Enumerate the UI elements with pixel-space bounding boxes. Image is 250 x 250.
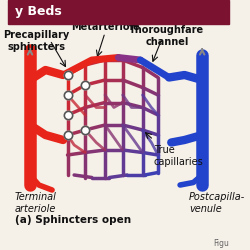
Text: Thoroughfare
channel: Thoroughfare channel bbox=[129, 25, 204, 46]
Text: Postcapilla-
venule: Postcapilla- venule bbox=[189, 192, 245, 214]
Text: Terminal
arteriole: Terminal arteriole bbox=[14, 192, 56, 214]
Text: (a) Sphincters open: (a) Sphincters open bbox=[14, 215, 131, 225]
Text: True
capillaries: True capillaries bbox=[154, 145, 203, 167]
Text: y Beds: y Beds bbox=[14, 5, 61, 18]
Text: Metarteriole: Metarteriole bbox=[71, 22, 139, 32]
FancyBboxPatch shape bbox=[8, 0, 228, 24]
Text: Precapillary
sphincters: Precapillary sphincters bbox=[4, 30, 70, 52]
Text: Figu: Figu bbox=[213, 238, 229, 248]
